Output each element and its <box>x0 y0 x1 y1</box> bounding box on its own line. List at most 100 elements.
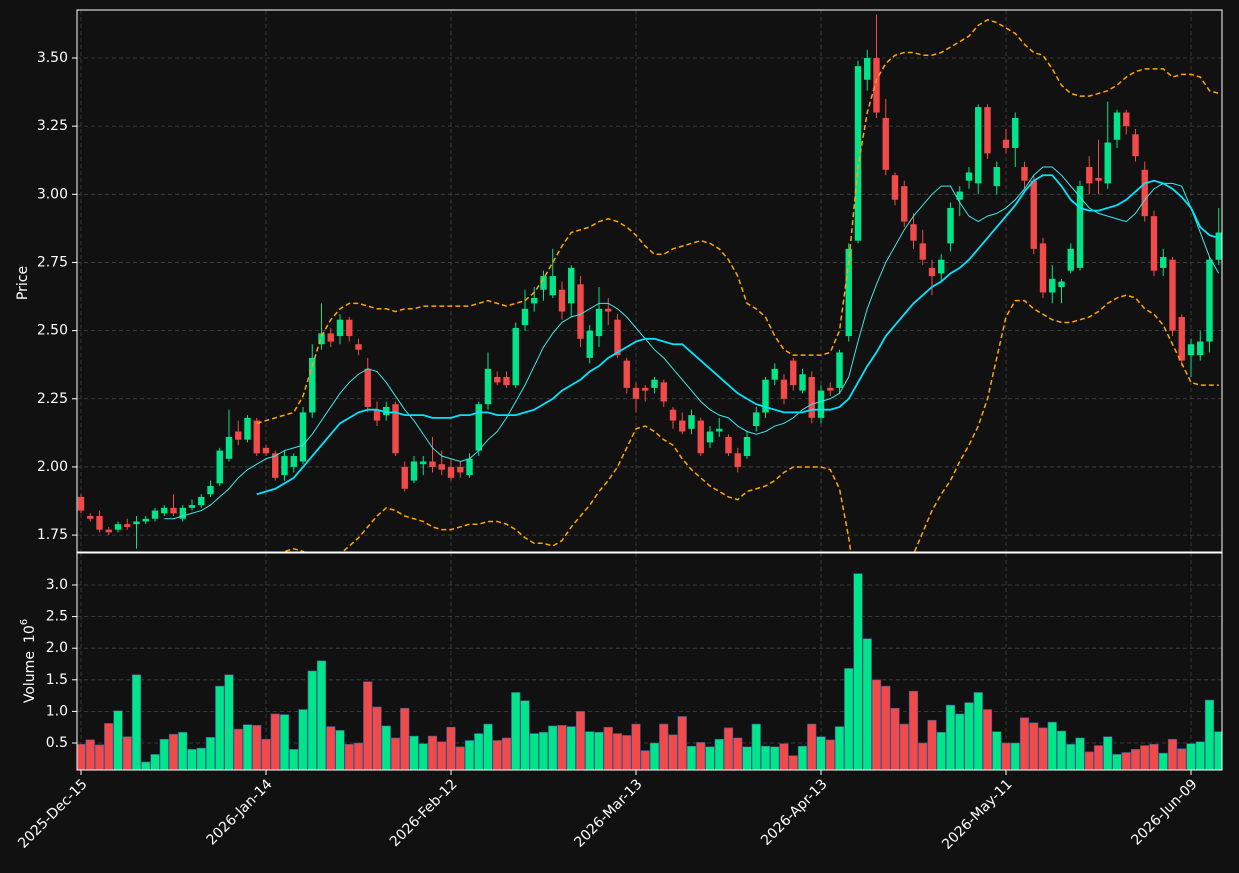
volume-bar <box>215 685 225 770</box>
candle-body <box>281 456 288 476</box>
candle-body <box>873 57 880 113</box>
volume-bar <box>400 707 410 770</box>
volume-bar <box>427 735 438 770</box>
candle-body <box>1002 139 1010 148</box>
candle-body <box>77 496 85 511</box>
volume-bar <box>853 573 863 770</box>
volume-bar <box>353 742 364 770</box>
candle-body <box>827 387 834 391</box>
volume-scale-base: 10 <box>22 625 38 643</box>
price-frame <box>76 9 1223 553</box>
volume-bar <box>899 723 909 770</box>
candle-body <box>466 458 473 476</box>
candle-body <box>1141 169 1148 217</box>
volume-bar <box>122 736 132 770</box>
volume-bar <box>252 725 262 770</box>
candle-body <box>244 417 251 440</box>
volume-bar <box>104 723 114 770</box>
candle-body <box>864 57 871 80</box>
candle-body <box>438 464 445 470</box>
y-tick-label: 1.75 <box>37 527 68 543</box>
candle-body <box>198 496 205 506</box>
y-tick-label: 0.5 <box>46 735 68 751</box>
candle-body <box>429 461 436 467</box>
candle-body <box>1178 316 1185 361</box>
volume-bar <box>446 726 456 770</box>
candle-body <box>993 167 1000 187</box>
candle-body <box>521 308 529 326</box>
volume-bar <box>187 749 197 770</box>
volume-bar <box>1019 717 1030 770</box>
candle-body <box>632 387 640 399</box>
volume-bar <box>307 670 317 770</box>
volume-bar <box>150 754 160 770</box>
volume-bar <box>723 727 734 770</box>
y-tick-label: 1.5 <box>46 672 68 688</box>
volume-bar <box>437 741 447 770</box>
volume-bar <box>982 709 993 770</box>
candle-body <box>299 412 307 462</box>
candle-body <box>891 175 899 200</box>
volume-bar <box>1056 730 1067 770</box>
candle-body <box>327 333 334 342</box>
candle-body <box>975 107 982 184</box>
volume-bar <box>686 745 697 770</box>
candle-body <box>716 428 723 432</box>
volume-bar <box>668 734 678 770</box>
volume-bar <box>918 742 928 770</box>
volume-bar <box>566 726 576 770</box>
volume-bar <box>474 733 484 770</box>
volume-bar <box>1047 721 1057 770</box>
candle-body <box>799 374 806 391</box>
volume-bar <box>1010 742 1020 770</box>
candle-body <box>1058 281 1065 287</box>
candle-body <box>928 267 936 277</box>
candle-body <box>540 276 547 290</box>
candle-body <box>105 529 112 533</box>
candle-body <box>577 284 584 339</box>
candle-body <box>1160 257 1167 268</box>
overlay-line <box>282 294 1219 552</box>
volume-bar <box>714 738 724 770</box>
volume-bar <box>289 749 299 770</box>
candle-body <box>790 360 797 386</box>
candle-body <box>475 404 482 451</box>
volume-bar <box>594 731 604 770</box>
y-tick-label: 3.50 <box>37 50 68 66</box>
volume-bar <box>548 725 558 770</box>
candle-body <box>494 376 501 383</box>
candle-body <box>114 524 122 530</box>
candle-body <box>753 412 760 427</box>
candle-body <box>984 107 991 154</box>
candle-body <box>568 267 575 304</box>
candle-body <box>808 376 815 418</box>
y-tick-label: 1.0 <box>46 703 68 719</box>
candle-body <box>836 352 843 388</box>
volume-bar <box>575 711 586 770</box>
volume-bar <box>270 713 280 770</box>
candle-body <box>734 453 741 467</box>
volume-bar <box>113 710 123 770</box>
volume-bar <box>955 713 965 770</box>
overlay-layer <box>164 18 1220 552</box>
candle-body <box>669 409 677 421</box>
volume-bar <box>1121 752 1131 770</box>
candle-body <box>1076 186 1084 268</box>
volume-bar <box>178 731 188 770</box>
candle-body <box>780 379 788 399</box>
volume-bar <box>1029 722 1039 770</box>
y-tick-label: 3.00 <box>37 186 68 202</box>
candle-body <box>660 382 667 402</box>
candle-body <box>762 379 769 413</box>
candle-body <box>318 333 325 345</box>
candle-body <box>124 524 131 527</box>
candle-body <box>679 420 686 432</box>
candle-body <box>531 297 538 304</box>
y-tick-label: 3.25 <box>37 118 68 134</box>
volume-bar <box>733 737 743 770</box>
candle-body <box>309 357 316 413</box>
volume-bar <box>622 735 632 770</box>
candle-body <box>1049 278 1056 293</box>
candle-body <box>1187 344 1195 356</box>
volume-bar <box>529 733 539 770</box>
